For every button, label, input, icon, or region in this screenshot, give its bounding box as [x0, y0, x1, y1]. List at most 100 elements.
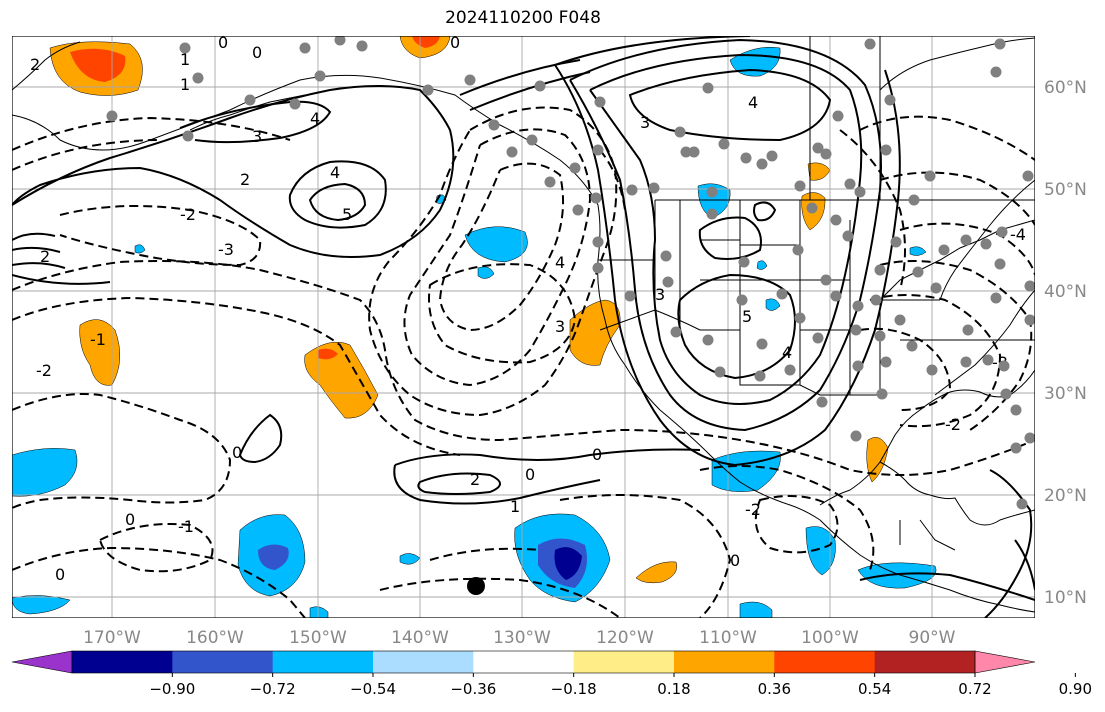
cyan-region-small-6: [756, 260, 768, 270]
contour-label-2-d: 2: [40, 247, 50, 266]
contour-label-neg2-a: -2: [36, 361, 52, 380]
negative-contours: [12, 106, 1035, 618]
lat-axis-labels: 60°N 50°N 40°N 30°N 20°N 10°N: [1044, 78, 1087, 608]
contour-label-5-b: 5: [742, 307, 752, 326]
contour-label-2-a: 2: [30, 55, 40, 74]
contour-label-neg3-a: -3: [218, 240, 234, 259]
lat-label-20n: 20°N: [1044, 486, 1087, 506]
colorbar-bin: [774, 651, 876, 673]
colorbar-bin: [674, 651, 775, 673]
contour-label-1-c: 1: [510, 497, 520, 516]
cyan-region-centam: [805, 526, 836, 576]
contour-label-neg4: -4: [1010, 225, 1026, 244]
blue-region-hawaii: [258, 544, 289, 570]
colorbar-extend-high: [974, 650, 1036, 674]
contour-label-5-a: 5: [342, 205, 352, 224]
colorbar-tick-label: −0.90: [149, 680, 195, 698]
contour-labels: 0 0 0 0 0 0 0 0 0 1 1 1 2 2 2 2 3 3 3 3 …: [30, 33, 1026, 584]
cyan-region-small-7: [134, 244, 146, 254]
contour-label-neg2-d: -2: [945, 415, 961, 434]
colorbar-extend-low: [11, 650, 73, 674]
colorbar-tick-label: −0.72: [250, 680, 296, 698]
contour-label-3-a: 3: [252, 127, 262, 146]
lon-label-160w: 160°W: [186, 628, 244, 648]
lat-label-40n: 40°N: [1044, 282, 1087, 302]
colorbar-tick-label: 0.54: [858, 680, 891, 698]
coastlines: [12, 36, 1035, 613]
lon-label-170w: 170°W: [83, 628, 141, 648]
contour-label-3-d: 3: [555, 317, 565, 336]
cyan-region-caribbean: [857, 562, 937, 589]
colorbar-bin: [874, 651, 976, 673]
contour-label-0-b: 0: [252, 43, 262, 62]
lon-label-150w: 150°W: [289, 628, 347, 648]
contour-label-0-a: 0: [218, 33, 228, 52]
contour-label-neg2-b: -2: [180, 205, 196, 224]
colorbar-bin: [272, 651, 374, 673]
contour-label-0-g: 0: [125, 510, 135, 529]
colorbar-bin: [172, 651, 274, 673]
colorbar-tick-label: −0.54: [350, 680, 396, 698]
red-region-nw: [70, 48, 126, 82]
contour-label-0-i: 0: [730, 551, 740, 570]
map-panel: 0 0 0 0 0 0 0 0 0 1 1 1 2 2 2 2 3 3 3 3 …: [12, 33, 1035, 618]
lon-label-110w: 110°W: [699, 628, 757, 648]
lat-label-30n: 30°N: [1044, 384, 1087, 404]
cyan-region-sw: [12, 595, 71, 615]
colorbar-tick-label: 0.90: [1059, 680, 1092, 698]
lon-axis-labels: 170°W 160°W 150°W 140°W 130°W 120°W 110°…: [83, 628, 956, 648]
contour-label-0-h: 0: [55, 565, 65, 584]
cyan-region-small-8: [765, 298, 781, 311]
contour-label-3-b: 3: [640, 113, 650, 132]
contour-label-4-e: 4: [555, 253, 565, 272]
navy-region-mexico-w: [554, 547, 582, 580]
positive-contours: [12, 36, 1035, 618]
lat-label-10n: 10°N: [1044, 588, 1087, 608]
colorbar-bin: [573, 651, 675, 673]
lon-label-100w: 100°W: [801, 628, 859, 648]
colorbar-bin: [72, 651, 173, 673]
contour-label-4-a: 4: [310, 109, 320, 128]
map-title: 2024110200 F048: [445, 8, 601, 28]
lon-label-120w: 120°W: [596, 628, 654, 648]
contour-label-neg2-c: -2: [745, 500, 761, 519]
colorbar-tick-label: 0.36: [758, 680, 791, 698]
red-region-n: [412, 36, 440, 48]
cyan-region-plains: [697, 183, 731, 219]
colorbar-bins: [11, 650, 1036, 674]
colorbar-tick-label: −0.36: [450, 680, 496, 698]
contour-label-4-d: 4: [782, 343, 792, 362]
colorbar-tick-label: 0.72: [958, 680, 991, 698]
colorbar-ticks: −0.90 −0.72 −0.54 −0.36 −0.18 0.18 0.36 0.54 0.7…: [149, 673, 1092, 698]
tropical-cyclone-marker: [467, 577, 485, 595]
contour-label-4-b: 4: [330, 163, 340, 182]
cyan-region-small-3: [739, 601, 773, 618]
colorbar-bin: [473, 651, 575, 673]
cyan-region-pac-2: [477, 266, 495, 279]
lon-label-90w: 90°W: [909, 628, 956, 648]
contour-label-neg1-a: -1: [90, 330, 106, 349]
contour-label-0-d: 0: [232, 443, 242, 462]
lon-label-140w: 140°W: [391, 628, 449, 648]
contour-label-neg1-b: -1: [178, 517, 194, 536]
colorbar-bin: [373, 651, 474, 673]
contour-label-0-f: 0: [592, 445, 602, 464]
contour-label-0-c: 0: [450, 33, 460, 52]
colorbar-tick-label: 0.18: [657, 680, 690, 698]
contour-label-2-c: 2: [470, 470, 480, 489]
lat-label-50n: 50°N: [1044, 180, 1087, 200]
orange-region-pac-4: [304, 341, 379, 419]
lon-label-130w: 130°W: [493, 628, 551, 648]
colorbar: −0.90 −0.72 −0.54 −0.36 −0.18 0.18 0.36 0.54 0.7…: [11, 650, 1092, 698]
contour-label-3-c: 3: [655, 285, 665, 304]
cyan-region-small-4: [909, 246, 927, 256]
lat-label-60n: 60°N: [1044, 78, 1087, 98]
colorbar-tick-label: −0.18: [551, 680, 597, 698]
contour-label-1-b: 1: [180, 75, 190, 94]
contour-label-2-b: 2: [240, 170, 250, 189]
orange-region-s: [635, 561, 677, 584]
contour-label-4-c: 4: [748, 93, 758, 112]
cyan-region-small-2: [309, 606, 329, 618]
contour-label-1-a: 1: [180, 50, 190, 69]
